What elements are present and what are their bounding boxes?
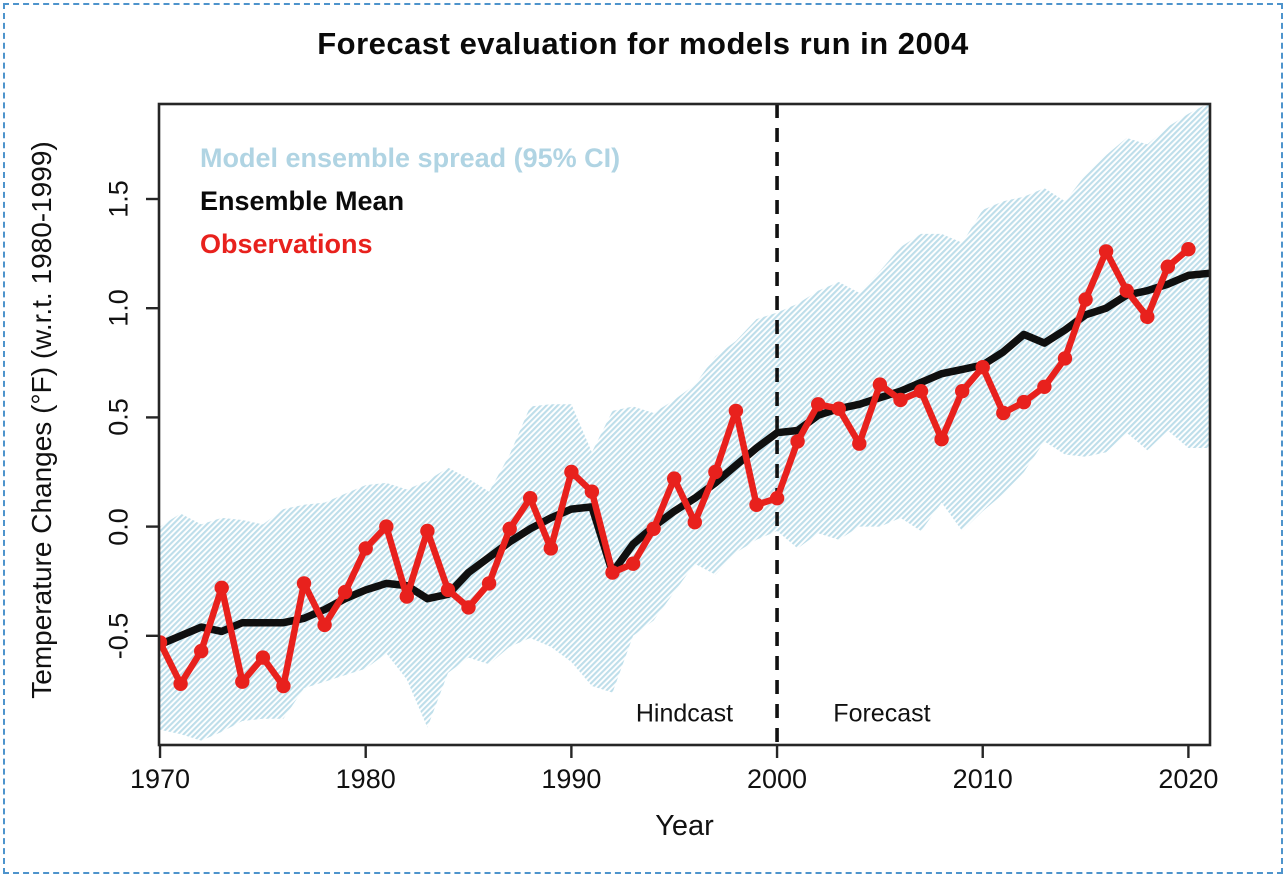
observation-point — [584, 484, 600, 499]
observation-point — [1119, 283, 1134, 298]
x-tick-label: 2000 — [747, 764, 808, 794]
observation-point — [564, 464, 579, 480]
observation-point — [1078, 292, 1093, 307]
observation-point — [831, 401, 846, 416]
observation-point — [399, 589, 414, 604]
observation-point — [1037, 379, 1052, 394]
observation-point — [708, 464, 723, 480]
observation-point — [625, 556, 641, 571]
observation-point — [687, 515, 702, 530]
observation-point — [955, 384, 970, 399]
observation-point — [440, 582, 456, 598]
observation-point — [975, 360, 990, 375]
plot-layers — [159, 104, 1210, 745]
observation-point — [1057, 351, 1073, 366]
forecast-label: Forecast — [833, 699, 931, 728]
observation-point — [872, 377, 888, 392]
observation-point — [255, 650, 271, 665]
observation-point — [996, 405, 1011, 421]
hindcast-label: Hindcast — [635, 699, 734, 728]
observation-point — [934, 432, 949, 447]
chart-title: Forecast evaluation for models run in 20… — [317, 26, 969, 61]
x-tick-label: 1990 — [541, 764, 602, 794]
legend-item-observations: Observations — [200, 229, 373, 259]
observation-point — [159, 635, 168, 650]
observation-point — [605, 565, 620, 580]
x-tick-label: 2010 — [952, 764, 1013, 794]
y-tick-label: 0.0 — [103, 507, 134, 546]
observation-point — [523, 491, 538, 506]
observation-point — [337, 584, 353, 600]
y-tick-label: 1.0 — [103, 289, 134, 327]
observation-point — [1098, 244, 1114, 259]
observation-point — [173, 676, 188, 691]
ensemble-spread-band — [160, 104, 1209, 741]
observation-point — [1140, 309, 1155, 325]
observation-point — [194, 643, 209, 659]
observation-point — [852, 436, 867, 451]
y-tick-label: 1.5 — [103, 180, 134, 218]
observation-point — [379, 519, 394, 534]
observation-points — [159, 242, 1196, 694]
plot-border — [157, 102, 1212, 747]
observation-point — [893, 392, 908, 408]
observation-point — [667, 471, 682, 486]
observation-point — [214, 580, 229, 595]
observation-point — [1016, 394, 1032, 410]
observation-point — [1160, 259, 1176, 274]
observation-point — [420, 523, 435, 539]
x-tick-label: 1980 — [335, 764, 396, 794]
observation-point — [790, 434, 805, 449]
observation-point — [317, 617, 332, 633]
observation-point — [811, 397, 826, 412]
observation-point — [461, 600, 476, 615]
observation-point — [1181, 242, 1196, 257]
observation-point — [543, 541, 558, 556]
x-tick-label: 1970 — [129, 764, 191, 794]
legend-item-ensemble-spread: Model ensemble spread (95% CI) — [200, 143, 621, 173]
y-tick-label: -0.5 — [103, 612, 134, 660]
y-tick-label: 0.5 — [103, 398, 134, 437]
legend-item-ensemble-mean: Ensemble Mean — [200, 186, 405, 216]
y-axis-label: Temperature Changes (°F) (w.r.t. 1980-19… — [26, 141, 57, 699]
observation-point — [913, 384, 929, 399]
observation-point — [749, 497, 764, 512]
observation-point — [769, 491, 785, 506]
observation-point — [728, 403, 744, 419]
x-tick-label: 2020 — [1158, 764, 1219, 794]
observation-point — [481, 576, 497, 591]
observation-point — [235, 674, 250, 689]
observation-point — [502, 521, 517, 536]
observation-point — [358, 541, 373, 556]
observation-point — [296, 576, 312, 591]
x-axis-label: Year — [655, 810, 714, 842]
observation-point — [276, 678, 291, 694]
observation-point — [646, 521, 661, 536]
